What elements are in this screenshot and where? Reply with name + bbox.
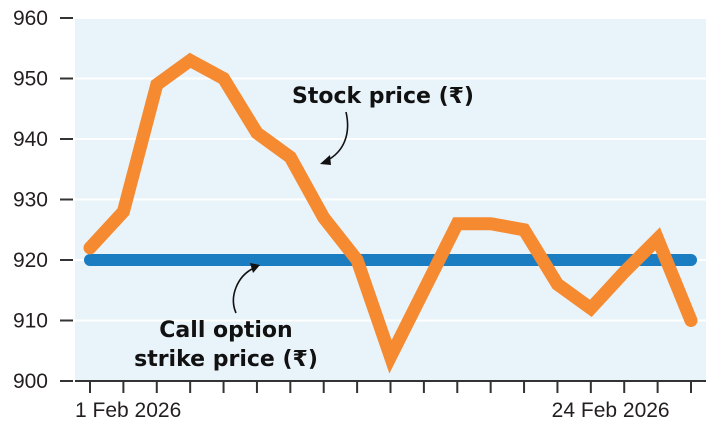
y-tick-label-940: 940 (13, 128, 48, 151)
x-axis-tick-labels: 1 Feb 2026 24 Feb 2026 (75, 399, 670, 422)
y-tick-label-930: 930 (13, 189, 48, 212)
series-layer (83, 52, 698, 374)
x-axis-tick-marks (89, 381, 692, 393)
strike-price-label-line2: strike price (₹) (134, 347, 318, 372)
y-axis-tick-labels: 900 910 920 930 940 950 960 (13, 7, 48, 393)
x-tick-label-2: 24 Feb 2026 (552, 399, 670, 422)
x-tick-label-1: 1 Feb 2026 (75, 399, 181, 422)
annotations: Stock price (₹) Call option strike price… (134, 84, 474, 372)
y-tick-label-960: 960 (13, 7, 48, 30)
strike-price-arrowhead (250, 263, 260, 273)
stock-price-line (83, 52, 698, 374)
stock-price-arrowhead (320, 155, 331, 165)
y-tick-label-950: 950 (13, 68, 48, 91)
strike-price-arrow (232, 267, 255, 314)
y-tick-label-910: 910 (13, 310, 48, 333)
y-tick-label-900: 900 (13, 370, 48, 393)
y-tick-label-920: 920 (13, 249, 48, 272)
strike-price-label-line1: Call option (159, 318, 292, 343)
stock-price-label: Stock price (₹) (292, 84, 474, 109)
